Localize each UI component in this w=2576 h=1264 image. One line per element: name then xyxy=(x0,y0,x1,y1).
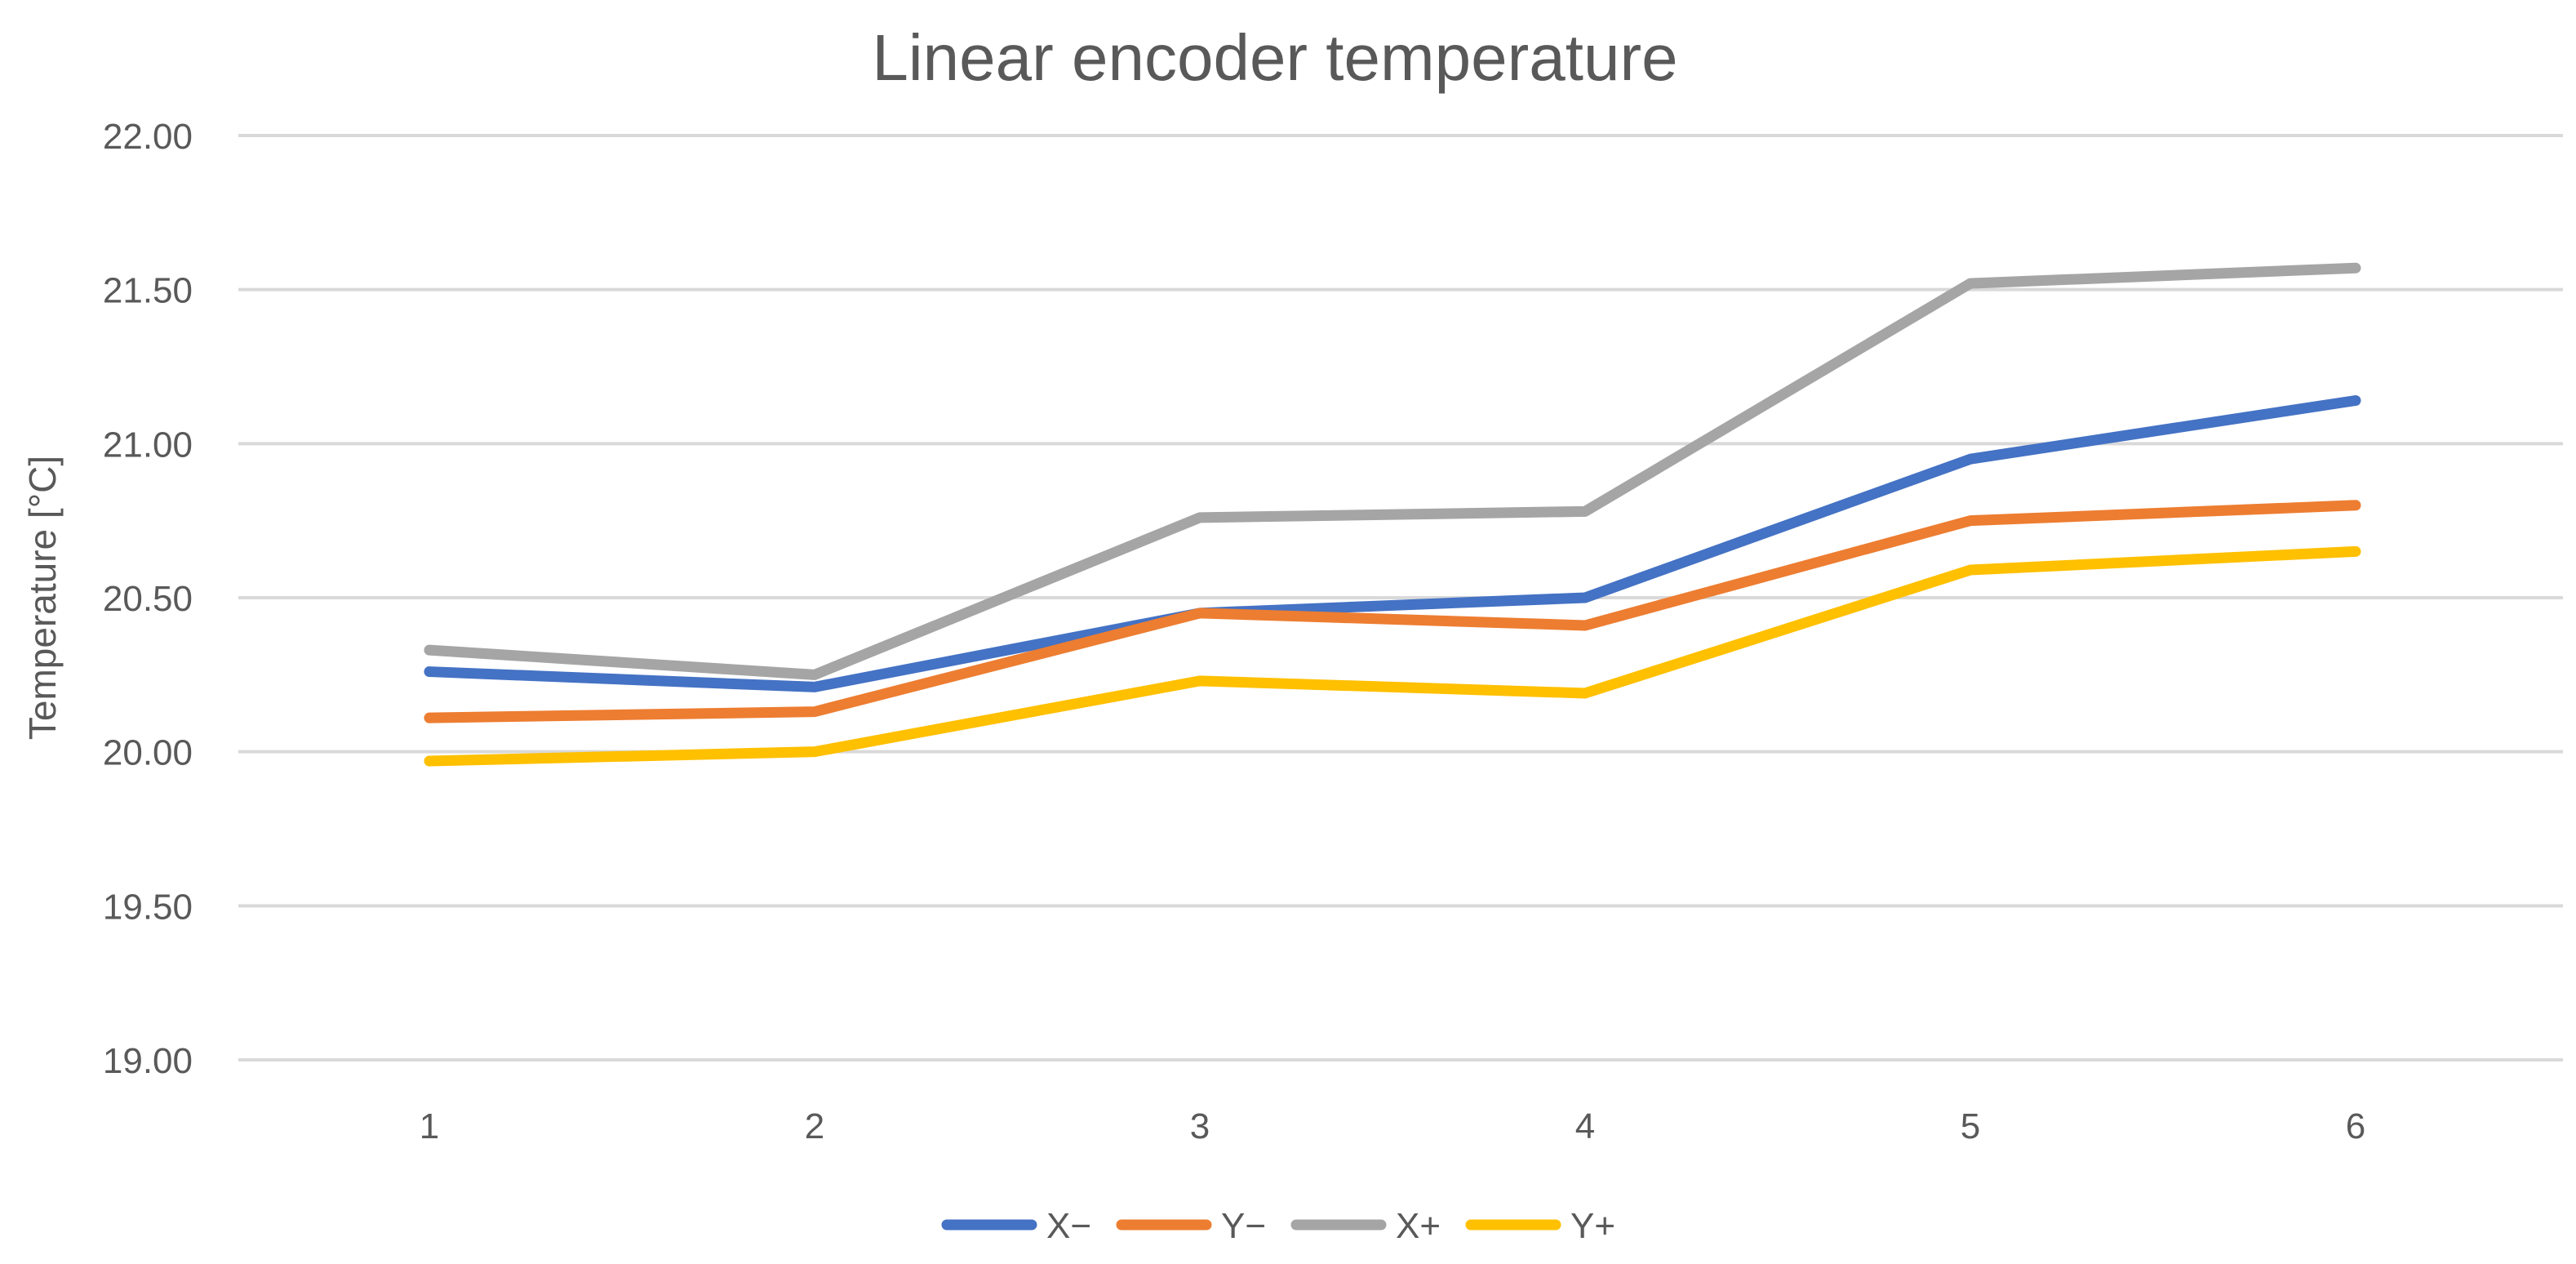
series-line xyxy=(424,262,2361,680)
data-point xyxy=(1970,283,1971,284)
x-tick-label: 4 xyxy=(1575,1106,1595,1146)
data-point xyxy=(429,649,430,651)
legend-label: Y− xyxy=(1221,1206,1266,1246)
legend-label: X− xyxy=(1046,1206,1091,1246)
series-2 xyxy=(424,500,2361,723)
data-point xyxy=(1584,597,1586,599)
chart-title: Linear encoder temperature xyxy=(872,21,1677,94)
y-tick-label: 19.00 xyxy=(103,1041,193,1081)
y-tick-label: 19.50 xyxy=(103,887,193,927)
data-point xyxy=(1199,680,1201,682)
legend-label: X+ xyxy=(1396,1206,1441,1246)
data-point xyxy=(429,717,430,719)
y-tick-label: 22.00 xyxy=(103,117,193,157)
x-axis-ticks: 1 2 3 4 5 6 xyxy=(420,1106,2365,1146)
y-axis-ticks: 19.00 19.50 20.00 20.50 21.00 21.50 22.00 xyxy=(103,117,193,1081)
series-3 xyxy=(424,262,2361,680)
x-tick-label: 1 xyxy=(420,1106,439,1146)
legend: X− Y− X+ Y+ xyxy=(941,1206,1615,1246)
data-point xyxy=(429,671,430,673)
series-line xyxy=(424,545,2361,767)
legend-item: X+ xyxy=(1290,1206,1441,1246)
series-line xyxy=(424,500,2361,723)
legend-label: Y+ xyxy=(1570,1206,1615,1246)
x-tick-label: 6 xyxy=(2346,1106,2365,1146)
x-tick-label: 3 xyxy=(1190,1106,1210,1146)
series-4 xyxy=(424,545,2361,767)
legend-item: Y− xyxy=(1116,1206,1266,1246)
y-tick-label: 20.50 xyxy=(103,579,193,619)
y-axis-label: Temperature [°C] xyxy=(21,456,64,740)
data-point xyxy=(1970,520,1971,522)
legend-item: Y+ xyxy=(1465,1206,1615,1246)
y-tick-label: 20.00 xyxy=(103,733,193,773)
data-point xyxy=(1584,510,1586,512)
data-point xyxy=(1199,517,1201,519)
data-point xyxy=(1970,458,1971,460)
y-tick-label: 21.50 xyxy=(103,271,193,311)
data-point xyxy=(1970,569,1971,571)
series-lines xyxy=(424,262,2361,767)
legend-item: X− xyxy=(941,1206,1091,1246)
data-point xyxy=(1199,612,1201,614)
series-line xyxy=(424,395,2361,692)
x-tick-label: 2 xyxy=(805,1106,824,1146)
data-point xyxy=(429,760,430,762)
y-tick-label: 21.00 xyxy=(103,425,193,465)
data-point xyxy=(1584,692,1586,694)
x-tick-label: 5 xyxy=(1961,1106,1980,1146)
